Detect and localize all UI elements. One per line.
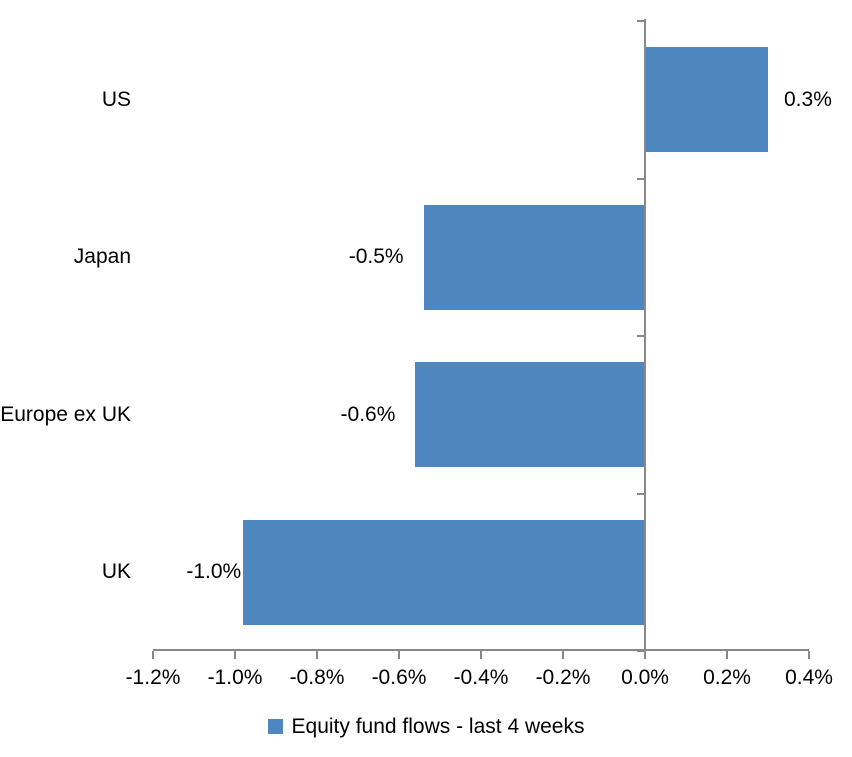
y-axis-tick (637, 335, 645, 337)
legend-swatch-icon (267, 719, 283, 735)
x-axis-tick (398, 651, 400, 659)
bar (243, 519, 645, 625)
bar (645, 47, 768, 153)
data-label: -0.6% (340, 402, 396, 426)
x-axis-tick (808, 651, 810, 659)
y-axis-tick (637, 650, 645, 652)
x-tick-label: -0.6% (371, 666, 427, 689)
category-label: US (101, 87, 131, 111)
data-label: -0.5% (348, 245, 404, 269)
bar (415, 362, 645, 468)
x-tick-label: -0.2% (535, 666, 591, 689)
data-label: -1.0% (186, 560, 242, 584)
x-tick-label: -0.4% (453, 666, 509, 689)
data-label: 0.3% (784, 87, 832, 111)
x-tick-label: 0.4% (785, 666, 833, 689)
x-axis-tick (562, 651, 564, 659)
y-axis-tick (637, 492, 645, 495)
category-label: UK (101, 560, 131, 584)
x-axis-line (153, 649, 809, 651)
x-axis-tick (644, 651, 646, 659)
legend: Equity fund flows - last 4 weeks (0, 714, 852, 739)
x-tick-label: 0.2% (703, 666, 751, 689)
category-label: Japan (73, 245, 131, 269)
x-axis-tick (316, 651, 318, 659)
legend-label: Equity fund flows - last 4 weeks (291, 715, 585, 738)
y-axis-tick (637, 177, 645, 180)
x-axis-tick (726, 651, 728, 659)
bar (423, 204, 645, 310)
x-axis-tick (152, 651, 154, 659)
y-axis-tick (637, 20, 645, 22)
category-label: Europe ex UK (0, 402, 131, 426)
y-axis-line (644, 19, 646, 653)
x-tick-label: -0.8% (289, 666, 345, 689)
x-axis-tick (234, 651, 236, 659)
x-axis-tick (480, 651, 482, 659)
x-tick-label: -1.2% (125, 666, 181, 689)
x-tick-label: 0.0% (621, 666, 669, 689)
x-tick-label: -1.0% (207, 666, 263, 689)
